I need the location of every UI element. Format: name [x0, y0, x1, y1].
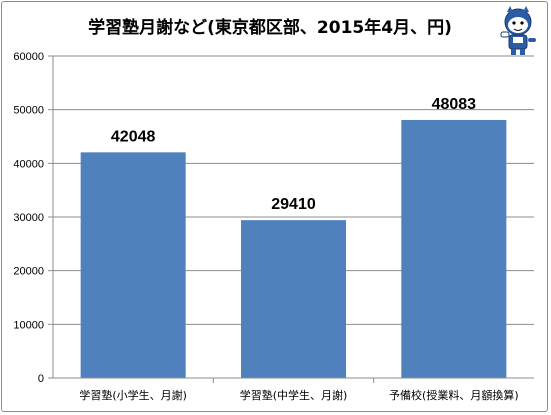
y-tick-label: 40000	[13, 158, 44, 170]
x-tick-label: 学習塾(中学生、月謝)	[240, 388, 348, 402]
bar	[80, 152, 186, 378]
x-tick-label: 学習塾(小学生、月謝)	[79, 388, 187, 402]
data-label: 42048	[111, 128, 156, 145]
y-tick-label: 0	[38, 373, 44, 385]
y-tick-label: 50000	[13, 105, 44, 117]
mascot-icon	[500, 6, 536, 55]
bar	[401, 119, 507, 379]
bar	[241, 220, 346, 378]
y-tick-label: 30000	[13, 212, 44, 224]
y-tick-label: 60000	[13, 51, 44, 63]
y-tick-label: 10000	[13, 319, 44, 331]
data-label: 48083	[432, 96, 477, 113]
data-label: 29410	[271, 196, 316, 213]
chart-title: 学習塾月謝など(東京都区部、2015年4月、円)	[88, 17, 452, 38]
x-tick-label: 予備校(授業料、月額換算)	[389, 388, 519, 402]
y-tick-label: 20000	[13, 266, 44, 278]
